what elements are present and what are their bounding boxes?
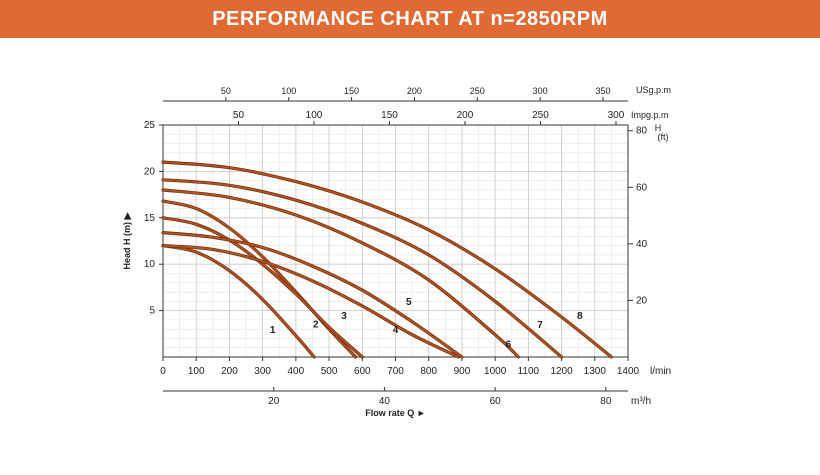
y-ft-tick-label: 40	[636, 239, 648, 250]
x-unit-label: l/min	[650, 366, 671, 377]
curve-label-1: 1	[270, 325, 276, 336]
chart-title-banner: PERFORMANCE CHART AT n=2850RPM	[0, 0, 820, 38]
impgpm-tick-label: 100	[306, 110, 323, 121]
x-tick-label: 100	[188, 366, 205, 377]
x-axis-title: Flow rate Q ►	[365, 408, 425, 418]
curve-label-8: 8	[577, 311, 583, 322]
curve-outline-8	[161, 160, 613, 359]
x-tick-label: 1100	[518, 366, 540, 377]
curve-8	[162, 161, 613, 358]
y-ft-tick-label: 80	[636, 126, 648, 137]
x-tick-label: 600	[354, 366, 371, 377]
impgpm-tick-label: 300	[608, 110, 625, 121]
m3h-tick-label: 60	[490, 396, 502, 407]
x-tick-label: 900	[454, 366, 471, 377]
x-tick-label: 200	[221, 366, 238, 377]
impgpm-unit-label: Impg.p.m	[631, 110, 669, 120]
m3h-tick-label: 80	[600, 396, 612, 407]
impgpm-tick-label: 150	[381, 110, 398, 121]
m3h-tick-label: 20	[268, 396, 280, 407]
usgpm-tick-label: 50	[221, 86, 231, 96]
usgpm-tick-label: 250	[470, 86, 485, 96]
m3h-unit-label: m³/h	[631, 396, 651, 407]
curve-7	[162, 178, 563, 358]
x-tick-label: 800	[420, 366, 437, 377]
y-tick-label: 25	[144, 120, 156, 131]
impgpm-tick-label: 50	[233, 110, 245, 121]
usgpm-tick-label: 200	[407, 86, 422, 96]
curve-1	[162, 244, 315, 358]
y-ft-tick-label: 20	[636, 295, 648, 306]
m3h-tick-label: 40	[379, 396, 391, 407]
x-tick-label: 400	[288, 366, 305, 377]
x-tick-label: 1400	[617, 366, 640, 377]
x-tick-label: 1300	[584, 366, 607, 377]
usgpm-tick-label: 300	[533, 86, 548, 96]
x-tick-label: 700	[387, 366, 404, 377]
y-tick-label: 20	[144, 166, 156, 177]
x-tick-label: 0	[160, 366, 166, 377]
usgpm-unit-label: USg.p.m	[636, 85, 671, 95]
usgpm-tick-label: 350	[595, 86, 610, 96]
curve-3	[162, 216, 364, 358]
curve-label-6: 6	[506, 340, 512, 351]
y-tick-label: 10	[144, 259, 156, 270]
curve-label-5: 5	[406, 297, 412, 308]
usgpm-tick-label: 100	[281, 86, 296, 96]
curve-label-7: 7	[537, 320, 543, 331]
curve-label-4: 4	[393, 325, 399, 336]
curve-5	[162, 231, 463, 358]
y-ft-unit-label: (ft)	[658, 132, 669, 142]
x-tick-label: 1000	[484, 366, 507, 377]
curve-label-2: 2	[313, 319, 319, 330]
y-tick-label: 15	[144, 213, 156, 224]
y-ft-unit-label: H	[655, 123, 662, 133]
curve-6	[162, 189, 520, 358]
x-tick-label: 1200	[550, 366, 573, 377]
y-tick-label: 5	[149, 306, 155, 317]
curve-label-3: 3	[341, 311, 347, 322]
impgpm-tick-label: 200	[457, 110, 474, 121]
y-ft-tick-label: 60	[636, 182, 648, 193]
x-tick-label: 500	[321, 366, 338, 377]
y-axis-title: Head H (m) ▶	[122, 211, 132, 269]
x-tick-label: 300	[254, 366, 271, 377]
curve-4	[162, 244, 460, 358]
usgpm-tick-label: 150	[344, 86, 359, 96]
impgpm-tick-label: 250	[532, 110, 549, 121]
